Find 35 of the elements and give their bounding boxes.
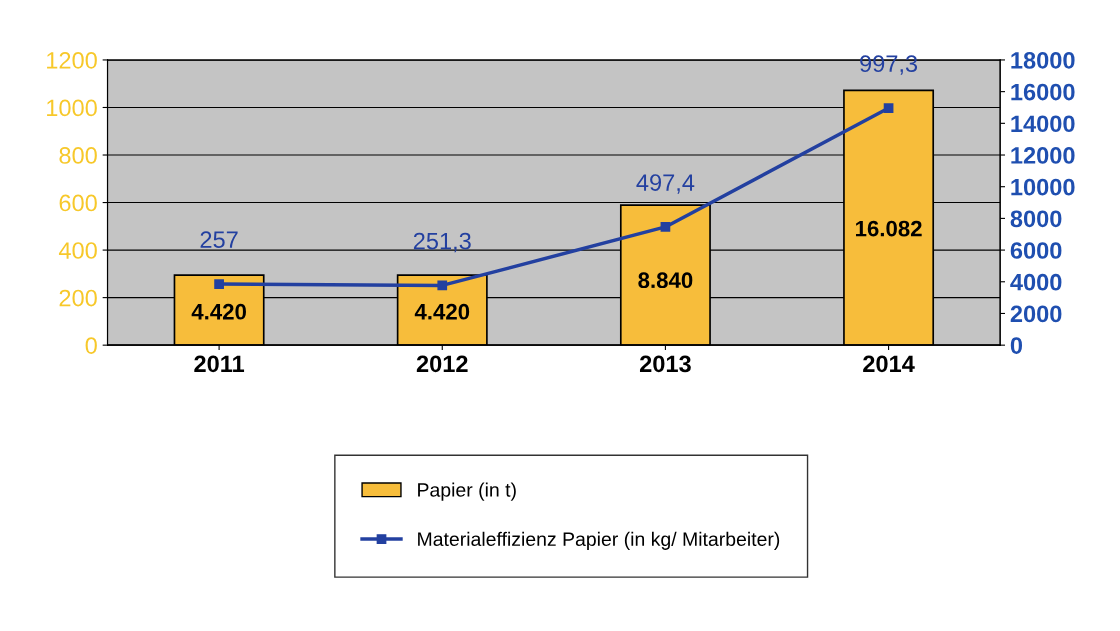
y-tick-label: 0: [85, 337, 97, 354]
y2-tick-label: 14000: [1011, 115, 1075, 133]
data-label: 997,3: [860, 55, 918, 75]
y2-tick-label: 2000: [1010, 305, 1062, 323]
point: [883, 103, 894, 113]
data-label: 4.420: [191, 303, 246, 320]
x-tick-label: 2014: [863, 355, 915, 373]
y-tick-label: 400: [58, 242, 97, 259]
point: [437, 280, 448, 291]
y2-tick-label: 10000: [1011, 178, 1075, 196]
y2-tick-label: 6000: [1010, 242, 1062, 259]
legend-label: Papier (in t): [418, 482, 516, 501]
y-tick-label: 1000: [47, 99, 97, 117]
x-tick-label: 2011: [194, 355, 245, 373]
x-tick-label: 2013: [639, 355, 691, 373]
y2-tick-label: 12000: [1011, 147, 1075, 164]
data-label: 251,3: [413, 232, 471, 253]
y2-tick-label: 0: [1010, 337, 1023, 354]
y-tick-label: 200: [59, 289, 97, 307]
legend-label: Materialeffizienz Papier (in kg/ Mitarbeiter): [418, 531, 780, 550]
y2-tick-label: 4000: [1010, 273, 1062, 291]
y2-tick-label: 8000: [1010, 210, 1062, 228]
y-tick-label: 600: [59, 194, 97, 212]
x-tick-label: 2012: [416, 355, 468, 373]
data-label: 497,4: [636, 174, 695, 194]
y2-tick-label: 16000: [1011, 83, 1075, 101]
y2-tick-label: 18000: [1011, 52, 1075, 69]
point: [660, 222, 671, 232]
data-label: 16.082: [856, 220, 922, 237]
data-label: 4.420: [414, 303, 470, 320]
point: [214, 279, 224, 289]
y-tick-label: 800: [59, 147, 97, 164]
y-tick-label: 1200: [47, 52, 97, 69]
data-label: 8.840: [638, 272, 693, 289]
data-label: 257: [200, 231, 238, 249]
